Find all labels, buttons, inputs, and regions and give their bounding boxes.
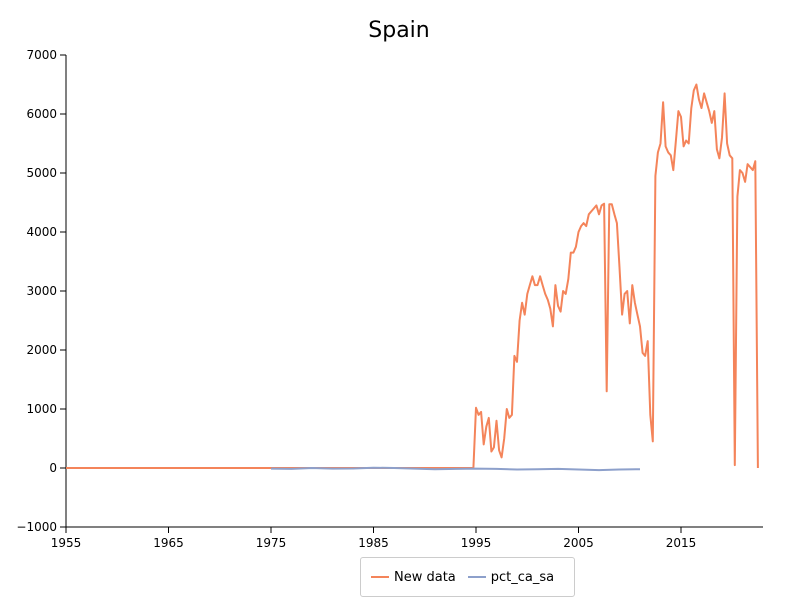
series-line-pct-ca-sa: [270, 466, 641, 472]
legend-item-new-data[interactable]: New data: [371, 570, 456, 585]
legend: New data pct_ca_sa: [360, 557, 575, 597]
y-tick-label: 3000: [26, 284, 57, 298]
y-tick-label: 2000: [26, 343, 57, 357]
series-layer: [66, 83, 759, 472]
legend-item-pct-ca-sa[interactable]: pct_ca_sa: [467, 569, 555, 585]
x-tick-label: 1965: [153, 536, 184, 550]
x-tick-label: 1985: [358, 536, 389, 550]
y-tick-label: −1000: [16, 520, 57, 534]
y-tick-label: 4000: [26, 225, 57, 239]
y-tick-label: 5000: [26, 166, 57, 180]
x-axis: 1955 1965 1975 1985 1995 2005 2015: [51, 526, 763, 550]
y-tick-label: 1000: [26, 402, 57, 416]
y-axis: −1000 0 1000 2000 3000 4000 5000 6000 7000: [16, 48, 67, 534]
x-tick-label: 2005: [563, 536, 594, 550]
y-tick-label: 7000: [26, 48, 57, 62]
y-tick-label: 0: [49, 461, 57, 475]
x-tick-label: 1975: [256, 536, 287, 550]
x-tick-label: 1955: [51, 536, 82, 550]
y-tick-label: 6000: [26, 107, 57, 121]
legend-swatch-pct-ca-sa: [467, 576, 486, 578]
x-tick-label: 1995: [461, 536, 492, 550]
legend-label-new-data: New data: [394, 569, 456, 585]
legend-label-pct-ca-sa: pct_ca_sa: [490, 569, 555, 585]
legend-swatch-new-data: [371, 576, 389, 578]
x-tick-label: 2015: [666, 536, 697, 550]
chart-title: Spain: [368, 18, 429, 43]
series-line-new-data: [66, 83, 759, 469]
